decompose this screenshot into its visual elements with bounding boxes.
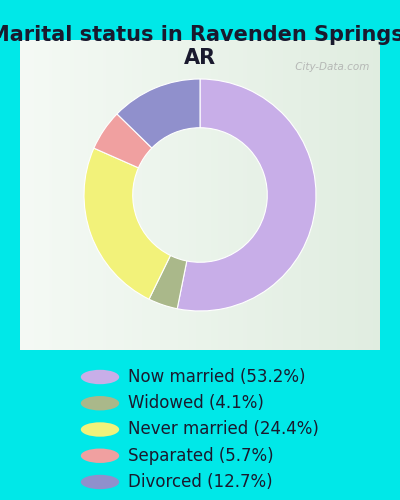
- Circle shape: [81, 422, 119, 436]
- Circle shape: [81, 448, 119, 463]
- Wedge shape: [94, 114, 152, 168]
- Text: Widowed (4.1%): Widowed (4.1%): [128, 394, 264, 412]
- Wedge shape: [117, 79, 200, 148]
- Circle shape: [81, 475, 119, 489]
- Circle shape: [81, 396, 119, 410]
- Text: Separated (5.7%): Separated (5.7%): [128, 447, 274, 465]
- Text: Never married (24.4%): Never married (24.4%): [128, 420, 319, 438]
- Wedge shape: [149, 256, 187, 308]
- Text: Marital status in Ravenden Springs,
AR: Marital status in Ravenden Springs, AR: [0, 25, 400, 68]
- Circle shape: [81, 370, 119, 384]
- Wedge shape: [177, 79, 316, 311]
- Text: Now married (53.2%): Now married (53.2%): [128, 368, 306, 386]
- Wedge shape: [84, 148, 170, 299]
- Text: City-Data.com: City-Data.com: [292, 62, 369, 72]
- Text: Divorced (12.7%): Divorced (12.7%): [128, 473, 273, 491]
